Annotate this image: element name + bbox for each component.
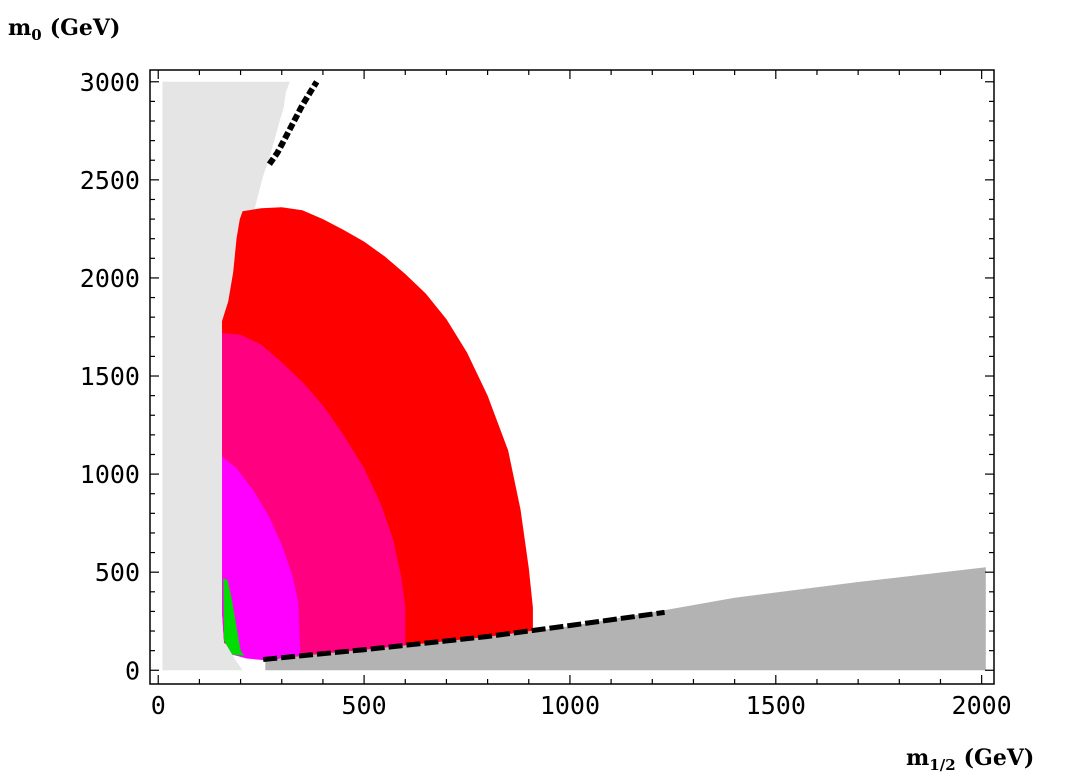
x-axis-title-main: m <box>906 745 929 771</box>
x-tick-label: 0 <box>151 691 166 720</box>
y-tick-label: 1500 <box>80 362 140 391</box>
x-tick-label: 500 <box>342 691 387 720</box>
black-segment-2 <box>262 609 665 662</box>
y-axis-title-main: m <box>8 15 31 41</box>
x-axis-title-sub: 1/2 <box>929 756 955 774</box>
black-segment-1 <box>266 80 320 166</box>
x-tick-label: 2000 <box>952 691 1012 720</box>
black-segments-layer <box>262 80 665 662</box>
region-magenta-region <box>222 456 301 661</box>
y-tick-label: 3000 <box>80 68 140 97</box>
region-green-region <box>223 578 245 656</box>
x-tick-label: 1000 <box>540 691 600 720</box>
regions-layer <box>162 81 986 671</box>
y-axis-title-sub: 0 <box>31 26 41 44</box>
y-axis-title: m0 (GeV) <box>8 15 120 44</box>
plot-frame <box>149 69 995 685</box>
ticks-layer: 0 500 1000 1500 2000 0 500 1000 1500 2000 2500 3000 <box>80 68 1012 720</box>
x-axis-title: m1/2 (GeV) <box>906 745 1034 774</box>
y-tick-label: 2000 <box>80 264 140 293</box>
y-tick-label: 2500 <box>80 166 140 195</box>
y-tick-label: 500 <box>95 558 140 587</box>
x-tick-label: 1500 <box>746 691 806 720</box>
x-axis-title-unit: (GeV) <box>964 745 1035 771</box>
y-axis-title-unit: (GeV) <box>50 15 121 41</box>
y-tick-label: 1000 <box>80 460 140 489</box>
y-tick-label: 0 <box>125 656 140 685</box>
